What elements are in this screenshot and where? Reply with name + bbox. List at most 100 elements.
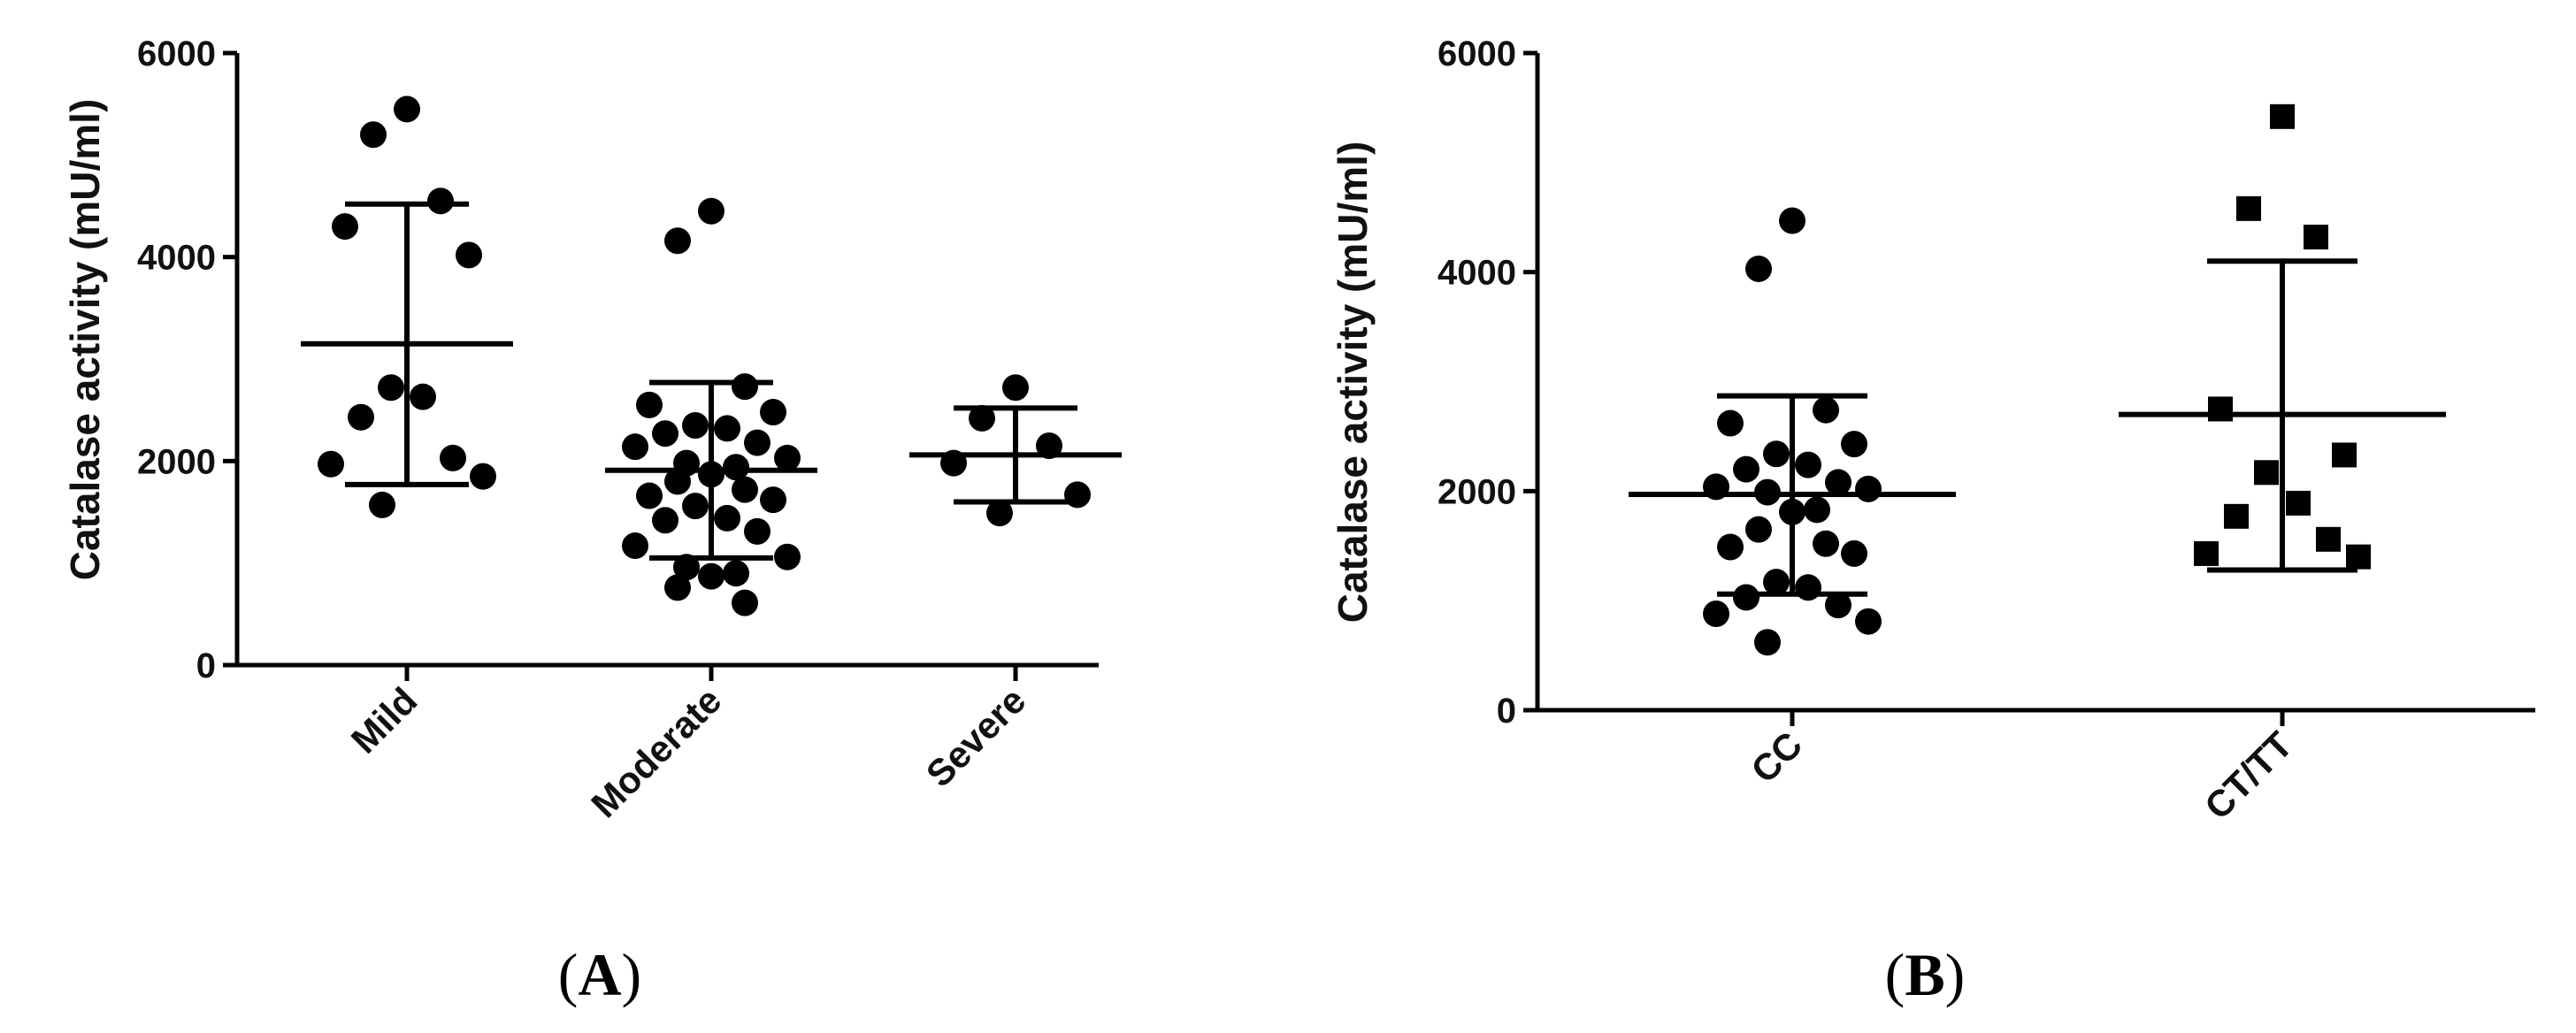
data-point [1754,629,1781,656]
data-point [664,574,691,601]
data-point [2316,526,2341,552]
panel-b-chart: Catalase activity (mU/ml) 0200040006000 … [1330,34,2535,1008]
data-point [440,444,466,471]
data-point [664,468,691,495]
data-point [732,589,758,616]
data-point [1763,569,1790,596]
data-point [1717,533,1744,561]
y-tick-label: 6000 [137,34,216,73]
data-point [1745,516,1772,543]
y-tick-label: 4000 [1438,254,1516,293]
data-point [427,187,454,215]
data-point [1813,396,1839,424]
y-tick-label: 4000 [137,239,216,278]
data-point [1745,255,1772,282]
data-point [1795,451,1821,478]
data-point [1717,409,1744,437]
data-point [1804,496,1830,524]
data-point [332,213,358,241]
panel-b-y-ticks: 0 2000 4000 6000 [1438,34,1537,731]
panel-a-mean-sd-bars [301,201,1122,561]
data-point [1733,455,1760,483]
data-point [2236,195,2261,221]
data-point [2346,544,2371,570]
data-point [2270,103,2295,129]
data-point [636,482,663,509]
data-point [732,373,758,401]
panel-a-points [318,96,1091,616]
data-point [369,491,395,518]
data-point [714,415,740,442]
data-point [1855,475,1882,502]
data-point [348,403,374,431]
y-tick-label: 0 [196,647,216,685]
data-point [714,504,740,532]
data-point [1779,207,1806,234]
data-point [378,374,404,402]
data-point [360,121,387,149]
data-point [1703,601,1729,628]
data-point [986,500,1013,527]
data-point [760,486,786,514]
data-point [760,398,786,425]
x-tick-label-ct-tt: CT/TT [2196,723,2301,828]
data-point [744,429,770,456]
data-point [698,562,724,590]
panel-b-x-ticks: CC CT/TT [1743,710,2301,828]
panel-b-label: (B) [1885,941,1966,1008]
data-point [2194,540,2219,566]
data-point [470,463,496,490]
data-point [1813,530,1839,557]
panel-a-label: (A) [558,941,641,1008]
data-point [682,493,709,520]
data-point [774,444,801,471]
data-point [622,532,648,560]
data-point [1002,374,1029,402]
panel-a-y-axis-title: Catalase activity (mU/ml) [62,99,108,581]
data-point [1841,431,1867,458]
data-point [2304,225,2328,250]
data-point [2208,396,2233,422]
y-tick-label: 2000 [1438,472,1516,511]
data-point [969,404,995,432]
x-tick-label-severe: Severe [918,679,1034,795]
panel-a-chart: Catalase activity (mU/ml) 0200040006000 … [62,34,1122,1008]
data-point [1825,592,1852,619]
data-point [744,517,770,545]
panel-a-y-ticks: 0 2000 4000 6000 [137,34,237,685]
x-tick-label-mild: Mild [343,679,426,761]
data-point [318,450,344,478]
data-point [652,420,678,448]
y-tick-label: 2000 [137,442,216,481]
x-tick-label-cc: CC [1743,723,1810,791]
panel-b-label-letter: B [1905,941,1944,1008]
panel-a-x-ticks: Mild Moderate Severe [343,665,1034,825]
data-point [2286,490,2311,516]
data-point [1763,440,1790,468]
data-point [1825,469,1852,496]
data-point [1795,574,1821,601]
x-tick-label-moderate: Moderate [583,679,729,825]
data-point [2332,442,2357,468]
data-point [732,476,758,503]
data-point [410,383,436,410]
data-point [1841,539,1867,567]
data-point [652,507,678,534]
data-point [1855,608,1882,635]
data-point [1733,584,1760,611]
y-tick-label: 6000 [1438,34,1516,73]
panel-b-y-axis-title: Catalase activity (mU/ml) [1330,142,1376,624]
data-point [774,543,801,570]
data-point [723,560,749,587]
panel-b-points [1703,103,2371,656]
data-point [698,197,724,225]
data-point [456,241,482,269]
data-point [682,411,709,439]
data-point [2224,503,2249,529]
data-point [664,227,691,255]
y-tick-label: 0 [1497,692,1516,731]
data-point [636,391,663,418]
panel-b-mean-sd-bars [1629,258,2446,597]
data-point [723,454,749,481]
